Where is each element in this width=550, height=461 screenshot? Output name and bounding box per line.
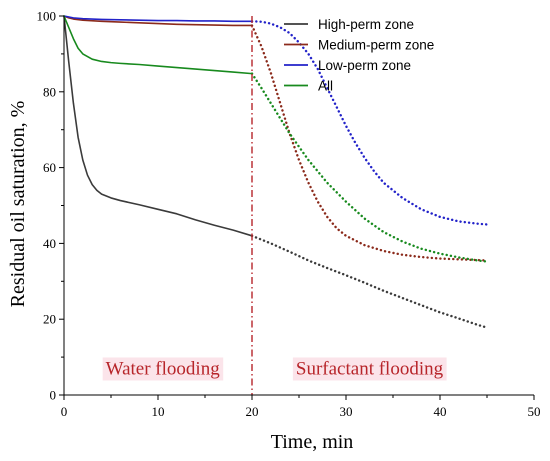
annotation-surfactant-flooding-label: Surfactant flooding: [296, 358, 444, 379]
y-axis-title: Residual oil saturation, %: [7, 101, 29, 308]
series-high-perm-zone-water-flooding-line: [63, 15, 253, 237]
series-layer: [63, 15, 489, 329]
legend: High-perm zone Medium-perm zone Low-perm z…: [284, 17, 434, 93]
series-high-perm-zone-surfactant-flooding-line: [250, 234, 489, 329]
series-low-perm-zone-surfactant-flooding-line: [250, 20, 489, 226]
y-tick-label: 0: [50, 388, 57, 403]
annotation-background-layer: [102, 357, 447, 381]
labels-layer: Time, min Residual oil saturation, %: [7, 101, 353, 453]
legend-label-all: All: [318, 78, 333, 93]
series-all-water-flooding-line: [63, 15, 253, 75]
y-tick-label: 100: [37, 9, 57, 24]
x-tick-label: 0: [61, 404, 68, 419]
y-tick-label: 80: [43, 84, 56, 99]
series-medium-perm-zone-water-flooding-line: [63, 15, 253, 27]
legend-label-medium-perm-zone: Medium-perm zone: [318, 37, 434, 52]
series-low-perm-zone-water-flooding-line: [63, 15, 253, 23]
annotation-water-highlight: [102, 357, 224, 381]
x-axis-title: Time, min: [271, 431, 354, 453]
annotation-water-flooding-label: Water flooding: [106, 358, 221, 379]
y-tick-label: 20: [43, 312, 56, 327]
x-tick-label: 50: [528, 404, 541, 419]
series-all-surfactant-flooding-line: [250, 72, 489, 263]
y-tick-label: 40: [43, 236, 56, 251]
legend-label-low-perm-zone: Low-perm zone: [318, 58, 411, 73]
x-tick-label: 10: [152, 404, 165, 419]
series-medium-perm-zone-surfactant-flooding-line: [250, 24, 489, 262]
axes-layer: [63, 16, 534, 396]
legend-label-high-perm-zone: High-perm zone: [318, 17, 414, 32]
x-tick-label: 20: [246, 404, 259, 419]
x-tick-label: 40: [434, 404, 447, 419]
x-tick-label: 30: [340, 404, 353, 419]
ticks-layer: 0 10 20 30 40 50 0 20 40 60 80 100: [37, 9, 541, 420]
annotation-surfactant-highlight: [292, 357, 447, 381]
y-tick-label: 60: [43, 160, 56, 175]
annotation-layer: Water flooding Surfactant flooding: [106, 358, 444, 379]
